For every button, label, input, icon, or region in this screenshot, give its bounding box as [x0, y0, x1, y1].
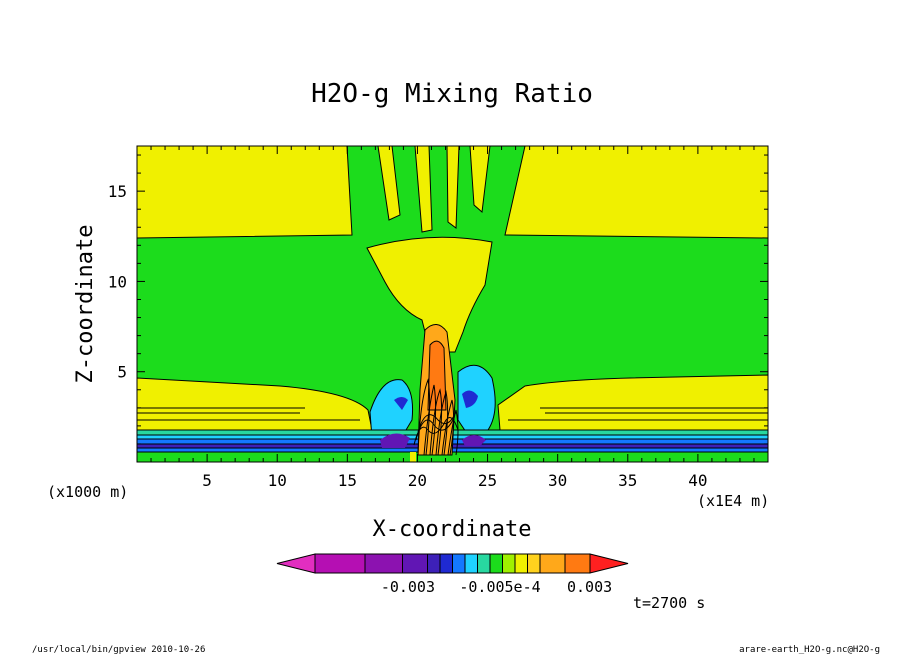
colorbar-cell: [539, 553, 566, 574]
colorbar-cell: [489, 553, 503, 574]
lower-yellow-region: [137, 374, 768, 433]
blue-blob-left: [394, 397, 408, 410]
upper-plume-tongues: [377, 146, 491, 233]
x-tick-label: 35: [618, 471, 637, 490]
purple-region-right: [462, 435, 486, 446]
colorbar-cell: [314, 553, 366, 574]
y-tick-label: 5: [117, 363, 127, 382]
x-ticks: [150, 146, 755, 462]
y-tick-label: 10: [108, 272, 127, 291]
colorbar-cell: [452, 553, 466, 574]
colorbar-cell: [427, 553, 441, 574]
colorbar-tick-labels: -0.003 -0.005e-4 0.003: [381, 578, 612, 596]
y-tick-labels: 5 10 15: [108, 182, 127, 382]
lower-stripe-lines: [137, 407, 768, 421]
chart-title: H2O-g Mixing Ratio: [311, 79, 593, 109]
colorbar-cell: [439, 553, 453, 574]
colorbar-cell: [402, 553, 428, 574]
x-tick-label: 5: [202, 471, 212, 490]
x-tick-label: 40: [688, 471, 707, 490]
footer-right: arare-earth_H2O-g.nc@H2O-g: [739, 645, 880, 654]
colorbar-cell: [477, 553, 491, 574]
colorbar-cell: [514, 553, 528, 574]
colorbar-cell: [276, 553, 316, 574]
x-unit-label: (x1E4 m): [697, 492, 769, 510]
colorbar-tick-label: -0.005e-4: [459, 578, 540, 596]
colorbar-tick-label: 0.003: [567, 578, 612, 596]
x-tick-label: 10: [268, 471, 287, 490]
y-unit-label: (x1000 m): [47, 483, 128, 501]
x-tick-label: 30: [548, 471, 567, 490]
colorbar-cell: [502, 553, 516, 574]
colorbar-cell: [527, 553, 541, 574]
cyan-region-left: [369, 379, 413, 441]
dense-contours: [413, 378, 459, 456]
anvil-region: [366, 236, 493, 353]
colorbar-cell: [589, 553, 629, 574]
blue-blob-right: [462, 390, 478, 408]
colorbar-cell: [364, 553, 403, 574]
x-axis-label: X-coordinate: [373, 517, 532, 542]
x-tick-label: 20: [408, 471, 427, 490]
x-tick-label: 15: [338, 471, 357, 490]
y-ticks: [137, 154, 768, 445]
upper-yellow-region: [137, 146, 768, 239]
column-base-yellow: [410, 452, 416, 462]
colorbar: [276, 553, 629, 574]
colorbar-cell: [564, 553, 591, 574]
time-annotation: t=2700 s: [633, 594, 705, 612]
x-tick-labels: 5 10 15 20 25 30 35 40: [202, 471, 707, 490]
purple-region-left: [380, 433, 410, 448]
plot-frame: [136, 145, 769, 463]
y-tick-label: 15: [108, 182, 127, 201]
band-6: [137, 452, 768, 462]
plot-area: [137, 146, 768, 462]
colorbar-cell: [464, 553, 478, 574]
cyan-region-right: [457, 364, 496, 439]
x-tick-label: 25: [478, 471, 497, 490]
colorbar-tick-label: -0.003: [381, 578, 435, 596]
footer-left: /usr/local/bin/gpview 2010-10-26: [32, 645, 205, 654]
y-axis-label: Z-coordinate: [73, 225, 98, 384]
